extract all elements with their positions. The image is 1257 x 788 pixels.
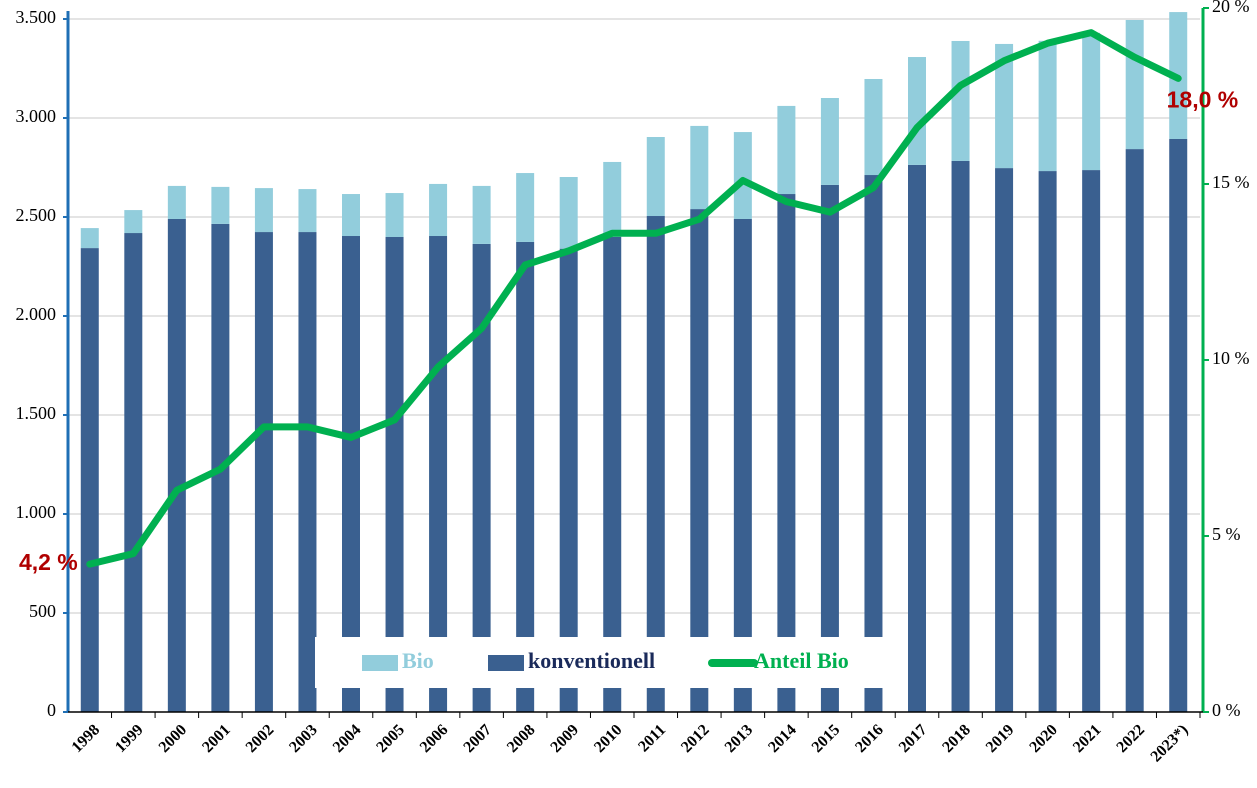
bar [559, 248, 578, 712]
y-tick-label: 3.500 [16, 7, 57, 27]
bar [603, 161, 622, 237]
y-tick-label: 1.000 [16, 502, 57, 522]
x-tick-label: 2003 [286, 721, 321, 756]
bar [516, 173, 535, 242]
bar [429, 183, 448, 237]
bar [733, 218, 752, 713]
x-tick-label: 2018 [939, 721, 974, 756]
y2-tick-label: 0 % [1212, 700, 1241, 720]
bar [429, 236, 448, 712]
y-tick-label: 1.500 [16, 403, 57, 423]
legend-label: Anteil Bio [754, 648, 849, 673]
bar [820, 98, 839, 185]
x-tick-label: 2001 [199, 721, 234, 756]
bar [385, 236, 404, 713]
y2-tick-label: 10 % [1212, 348, 1250, 368]
bar [646, 216, 665, 712]
bar [1082, 170, 1101, 713]
x-tick-label: 2012 [678, 721, 713, 756]
bar [908, 164, 926, 712]
bar [1038, 171, 1057, 713]
bar [211, 186, 230, 224]
x-tick-label: 2000 [156, 721, 191, 756]
x-tick-label: 2014 [765, 721, 800, 756]
bar [385, 193, 404, 237]
x-tick-label: 2013 [722, 721, 757, 756]
bar [80, 248, 99, 712]
bar [516, 241, 535, 712]
bar [777, 105, 796, 195]
x-tick-label: 2006 [417, 721, 452, 756]
bar [298, 232, 317, 712]
bar [690, 209, 709, 712]
legend-swatch [362, 655, 398, 671]
bar [646, 137, 665, 217]
bar [864, 78, 883, 176]
x-tick-label: 2008 [504, 721, 539, 756]
bar [951, 160, 970, 712]
bar [472, 243, 491, 713]
bar [342, 236, 360, 712]
bar [777, 194, 796, 713]
line-series [86, 29, 1182, 568]
x-tick-label: 2015 [809, 721, 844, 756]
x-tick-label: 2021 [1070, 721, 1105, 756]
x-tick-label: 2004 [330, 721, 365, 756]
x-tick-label: 2019 [983, 721, 1018, 756]
bar [1125, 19, 1144, 150]
bar [80, 228, 99, 249]
y2-tick-label: 20 % [1212, 0, 1250, 16]
x-tick-label: 1998 [69, 721, 104, 756]
x-tick-label: 2002 [243, 721, 278, 756]
bar [1125, 149, 1144, 712]
bar [167, 185, 186, 219]
x-tick-label: 2017 [896, 721, 931, 756]
bar [820, 184, 839, 712]
bar [254, 188, 273, 233]
y-tick-label: 2.000 [16, 304, 57, 324]
y2-tick-label: 15 % [1212, 172, 1250, 192]
y2-tick-label: 5 % [1212, 524, 1241, 544]
legend-label: Bio [402, 648, 434, 673]
legend-swatch [488, 655, 524, 671]
y-tick-label: 3.000 [16, 106, 57, 126]
bar [472, 185, 491, 244]
bar [254, 232, 273, 712]
annotation: 4,2 % [19, 549, 78, 575]
x-tick-label: 1999 [112, 721, 147, 756]
x-tick-label: 2022 [1113, 721, 1148, 756]
bar [167, 218, 186, 713]
bar [690, 125, 709, 210]
bar [124, 210, 143, 234]
x-tick-label: 2011 [635, 721, 669, 755]
bar [951, 40, 970, 161]
x-tick-label: 2016 [852, 721, 887, 756]
bar [733, 132, 752, 219]
x-tick-label: 2009 [547, 721, 582, 756]
bar [559, 177, 578, 249]
bar [995, 168, 1014, 712]
bar [124, 233, 143, 712]
bar [995, 43, 1014, 169]
legend-box [315, 637, 885, 688]
legend-label: konventionell [528, 648, 655, 673]
annotation: 18,0 % [1167, 86, 1239, 112]
x-tick-label: 2023*) [1148, 721, 1192, 765]
bar [342, 194, 360, 237]
y-tick-label: 2.500 [16, 205, 57, 225]
bar [1169, 138, 1188, 712]
bar [908, 57, 926, 165]
x-tick-label: 2020 [1026, 721, 1061, 756]
bar [1038, 40, 1057, 172]
bar [1082, 32, 1101, 171]
bar [603, 236, 622, 713]
x-tick-label: 2005 [373, 721, 408, 756]
bar [864, 175, 883, 713]
bar [298, 189, 317, 233]
x-tick-label: 2010 [591, 721, 626, 756]
x-tick-label: 2007 [460, 721, 495, 756]
y-tick-label: 500 [29, 601, 56, 621]
y-tick-label: 0 [47, 700, 56, 720]
